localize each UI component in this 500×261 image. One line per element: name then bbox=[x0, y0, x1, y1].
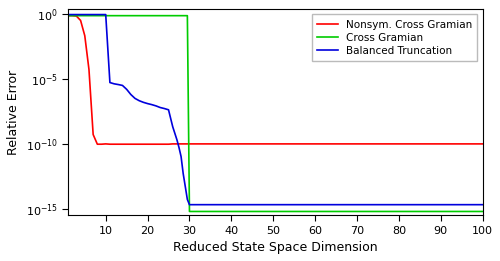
Balanced Truncation bbox=[78, 13, 84, 16]
Nonsym. Cross Gramian bbox=[90, 133, 96, 136]
Balanced Truncation bbox=[186, 203, 192, 206]
Nonsym. Cross Gramian bbox=[78, 19, 84, 22]
Balanced Truncation bbox=[74, 13, 80, 16]
Balanced Truncation bbox=[170, 125, 175, 128]
Nonsym. Cross Gramian bbox=[166, 143, 172, 146]
Balanced Truncation bbox=[182, 185, 188, 188]
Line: Balanced Truncation: Balanced Truncation bbox=[68, 15, 482, 205]
Balanced Truncation bbox=[98, 13, 104, 16]
Line: Nonsym. Cross Gramian: Nonsym. Cross Gramian bbox=[68, 16, 482, 144]
Balanced Truncation bbox=[86, 13, 92, 16]
Nonsym. Cross Gramian bbox=[94, 143, 100, 146]
Balanced Truncation bbox=[208, 203, 214, 206]
Balanced Truncation bbox=[480, 203, 486, 206]
Nonsym. Cross Gramian bbox=[98, 143, 104, 146]
Balanced Truncation bbox=[116, 83, 121, 86]
Cross Gramian bbox=[65, 14, 71, 17]
Nonsym. Cross Gramian bbox=[102, 142, 108, 145]
Cross Gramian bbox=[480, 210, 486, 213]
Nonsym. Cross Gramian bbox=[65, 14, 71, 17]
Balanced Truncation bbox=[140, 101, 146, 104]
Balanced Truncation bbox=[69, 13, 75, 16]
Y-axis label: Relative Error: Relative Error bbox=[7, 69, 20, 155]
Line: Cross Gramian: Cross Gramian bbox=[68, 16, 482, 211]
Balanced Truncation bbox=[107, 81, 113, 84]
Balanced Truncation bbox=[124, 88, 130, 91]
Balanced Truncation bbox=[128, 93, 134, 96]
Balanced Truncation bbox=[94, 13, 100, 16]
Balanced Truncation bbox=[153, 104, 159, 108]
Balanced Truncation bbox=[157, 106, 163, 109]
Balanced Truncation bbox=[120, 84, 126, 87]
Legend: Nonsym. Cross Gramian, Cross Gramian, Balanced Truncation: Nonsym. Cross Gramian, Cross Gramian, Ba… bbox=[312, 14, 478, 61]
Balanced Truncation bbox=[65, 13, 71, 16]
X-axis label: Reduced State Space Dimension: Reduced State Space Dimension bbox=[173, 241, 378, 254]
Nonsym. Cross Gramian bbox=[74, 15, 80, 18]
Balanced Truncation bbox=[178, 155, 184, 158]
Balanced Truncation bbox=[180, 172, 186, 175]
Balanced Truncation bbox=[102, 13, 108, 16]
Nonsym. Cross Gramian bbox=[86, 68, 92, 71]
Balanced Truncation bbox=[162, 107, 168, 110]
Balanced Truncation bbox=[132, 97, 138, 100]
Balanced Truncation bbox=[136, 99, 142, 102]
Balanced Truncation bbox=[149, 103, 155, 106]
Balanced Truncation bbox=[82, 13, 88, 16]
Nonsym. Cross Gramian bbox=[107, 143, 113, 146]
Nonsym. Cross Gramian bbox=[170, 142, 175, 145]
Balanced Truncation bbox=[144, 102, 150, 105]
Nonsym. Cross Gramian bbox=[480, 142, 486, 145]
Nonsym. Cross Gramian bbox=[69, 14, 75, 17]
Balanced Truncation bbox=[90, 13, 96, 16]
Balanced Truncation bbox=[184, 198, 190, 201]
Balanced Truncation bbox=[111, 82, 117, 85]
Balanced Truncation bbox=[166, 108, 172, 111]
Cross Gramian bbox=[184, 14, 190, 17]
Balanced Truncation bbox=[174, 138, 180, 141]
Cross Gramian bbox=[186, 210, 192, 213]
Nonsym. Cross Gramian bbox=[82, 34, 88, 37]
Balanced Truncation bbox=[176, 146, 182, 149]
